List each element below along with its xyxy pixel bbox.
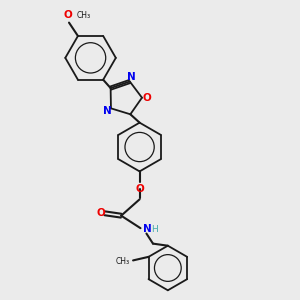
- Text: O: O: [63, 10, 72, 20]
- Text: O: O: [143, 93, 152, 103]
- Text: CH₃: CH₃: [77, 11, 91, 20]
- Text: O: O: [97, 208, 106, 218]
- Text: CH₃: CH₃: [116, 257, 130, 266]
- Text: O: O: [135, 184, 144, 194]
- Text: N: N: [142, 224, 151, 234]
- Text: H: H: [151, 225, 158, 234]
- Text: N: N: [103, 106, 112, 116]
- Text: N: N: [127, 72, 136, 82]
